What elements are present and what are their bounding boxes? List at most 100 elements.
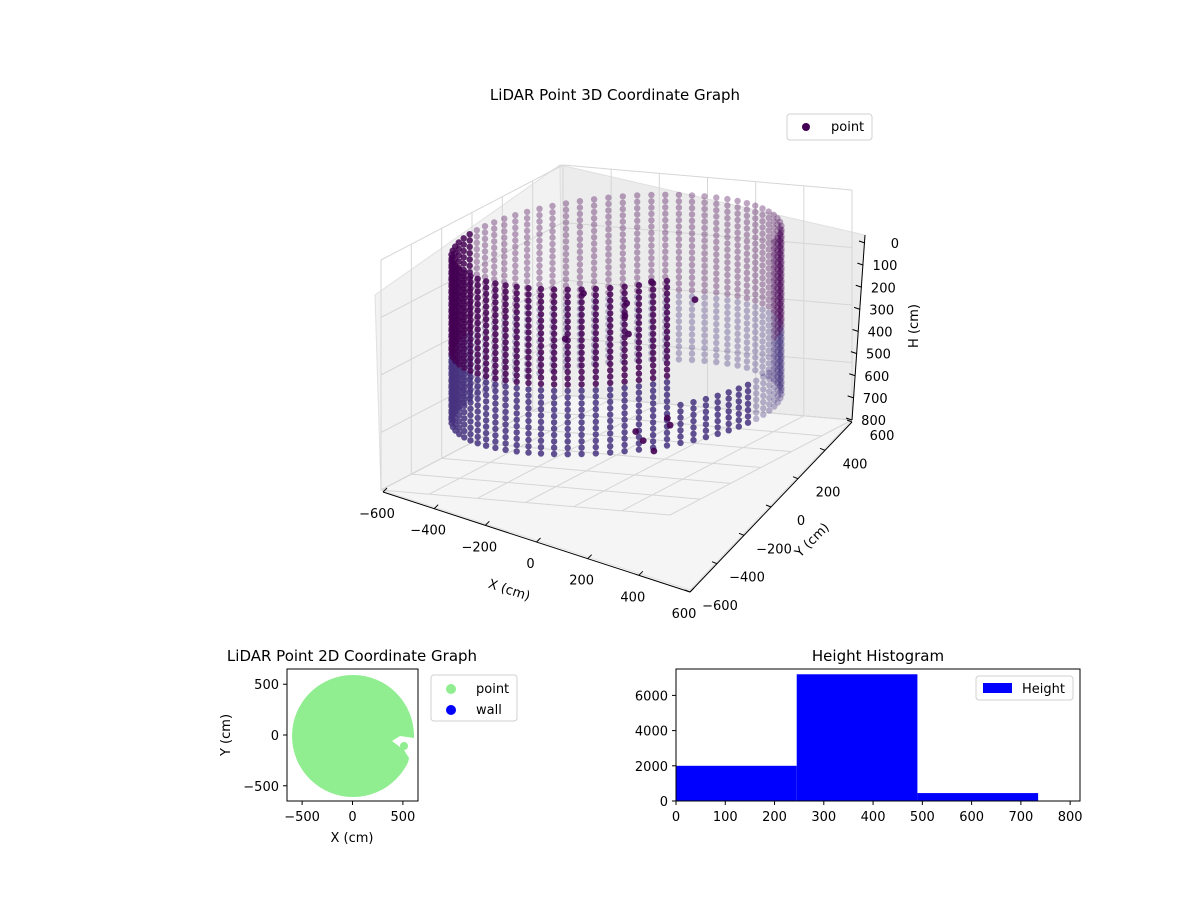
data-point-3d — [649, 438, 657, 445]
data-point-3d — [725, 395, 732, 402]
data-point-3d — [525, 285, 532, 292]
data-point-3d — [776, 345, 784, 352]
data-point-3d — [770, 306, 777, 313]
data-point-3d — [675, 299, 683, 306]
data-point-3d — [635, 282, 643, 289]
data-point-3d — [621, 448, 628, 455]
data-point-3d — [562, 263, 570, 270]
data-point-3d — [619, 243, 626, 251]
data-point-3d — [765, 341, 772, 348]
data-point-3d — [662, 229, 669, 236]
y-tick-label-2d: 500 — [254, 678, 279, 693]
data-point-3d — [482, 372, 490, 380]
data-point-3d — [774, 247, 781, 254]
data-point-3d — [576, 267, 584, 274]
data-point-3d — [513, 283, 520, 291]
data-point-3d — [492, 419, 499, 426]
data-point-3d — [690, 411, 697, 418]
data-point-3d — [491, 231, 498, 239]
data-point-3d — [752, 259, 759, 266]
data-point-3d — [752, 272, 759, 279]
histogram-bar — [917, 793, 1039, 801]
data-point-3d — [578, 387, 585, 394]
data-point-3d — [621, 391, 628, 398]
data-point-3d — [675, 286, 683, 293]
data-point-3d — [482, 335, 490, 342]
data-point-3d — [474, 319, 481, 327]
data-point-3d — [688, 350, 696, 357]
data-point-3d — [576, 198, 584, 205]
data-point-3d — [481, 267, 489, 274]
data-point-3d — [743, 244, 751, 251]
data-point-3d — [778, 365, 785, 373]
data-point-3d — [770, 357, 777, 364]
data-point-3d — [776, 288, 784, 295]
data-point-3d — [743, 206, 751, 213]
data-point-3d — [778, 264, 785, 271]
data-point-3d — [675, 198, 683, 205]
data-point-3d — [774, 366, 781, 374]
data-point-3d — [759, 218, 766, 225]
data-point-3d — [474, 389, 481, 396]
data-point-3d — [713, 200, 720, 208]
data-point-3d — [778, 258, 785, 265]
data-point-3d — [492, 432, 499, 439]
data-point-3d — [635, 383, 643, 390]
data-point-3d — [770, 224, 777, 231]
data-point-3d — [578, 330, 585, 337]
data-point-3d — [759, 243, 766, 250]
data-point-3d — [473, 233, 480, 240]
data-point-3d — [774, 240, 781, 247]
data-point-3d — [564, 311, 571, 319]
data-point-3d — [770, 293, 777, 301]
data-point-3d — [759, 363, 766, 370]
data-point-3d — [590, 208, 598, 216]
data-point-3d — [619, 199, 626, 206]
data-point-3d — [482, 309, 490, 317]
data-point-3d — [743, 294, 751, 302]
data-point-3d — [766, 394, 773, 402]
data-point-3d — [592, 330, 599, 337]
data-point-3d — [502, 370, 509, 378]
data-point-3d — [512, 268, 519, 276]
data-point-3d — [537, 425, 545, 432]
data-point-3d — [502, 294, 509, 302]
data-point-3d — [777, 268, 784, 275]
data-point-3d — [550, 330, 558, 337]
data-point-3d — [774, 272, 781, 279]
data-point-3d — [523, 259, 531, 266]
data-point-3d — [649, 362, 657, 369]
data-point-3d — [592, 418, 599, 425]
data-point-3d — [492, 387, 499, 395]
data-point-3d — [564, 356, 571, 363]
z-tick-3d — [857, 262, 864, 266]
data-point-3d — [777, 344, 784, 351]
data-point-3d — [562, 238, 570, 245]
data-point-3d — [576, 273, 584, 281]
data-point-3d — [743, 257, 751, 264]
data-point-3d — [461, 269, 468, 277]
data-point-3d — [701, 231, 708, 238]
data-point-3d — [770, 350, 777, 358]
data-point-3d — [481, 261, 489, 268]
data-point-3d — [778, 327, 785, 335]
data-point-3d — [778, 321, 785, 328]
data-point-3d — [634, 242, 641, 250]
data-point-3d — [734, 242, 741, 249]
grid-back-h — [562, 222, 853, 248]
data-point-3d — [760, 398, 767, 406]
data-point-3d — [549, 221, 556, 229]
data-point-3d — [765, 214, 772, 222]
data-point-3d — [776, 256, 784, 264]
data-point-3d — [675, 261, 683, 268]
data-point-3d — [675, 305, 683, 312]
data-point-3d — [502, 440, 509, 447]
data-point-3d — [513, 397, 520, 404]
data-point-3d — [713, 295, 720, 302]
data-point-3d — [592, 380, 599, 387]
data-point-3d — [777, 287, 784, 294]
data-point-3d — [770, 363, 777, 370]
data-point-3d — [564, 349, 571, 357]
data-point-3d — [592, 405, 599, 413]
data-point-3d — [456, 424, 463, 431]
